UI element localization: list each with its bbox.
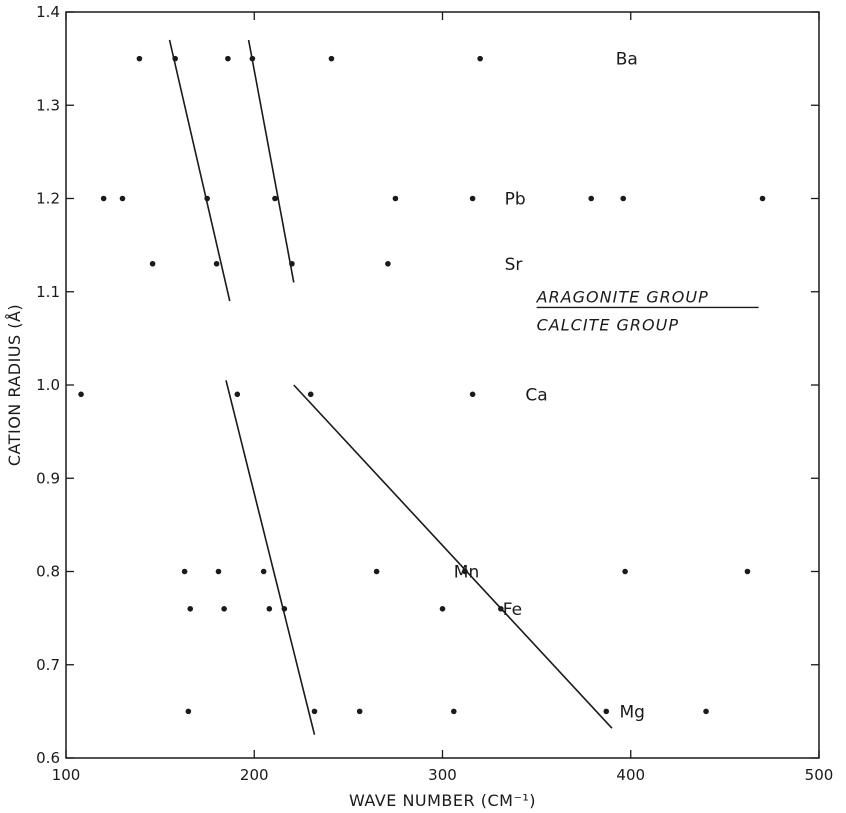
plot-frame xyxy=(65,11,820,759)
data-point-fe xyxy=(266,606,273,612)
trend-line xyxy=(168,39,231,302)
cation-label-fe: Fe xyxy=(503,600,522,620)
y-tick-label: 0.7 xyxy=(36,656,60,674)
data-point-sr xyxy=(149,260,156,267)
x-tick-label: 500 xyxy=(805,766,834,784)
aragonite-group-label: ARAGONITE GROUP xyxy=(536,287,709,306)
data-point-sr xyxy=(289,260,295,267)
data-point-mn xyxy=(462,568,468,575)
data-point-pb xyxy=(469,195,476,202)
data-point-ba xyxy=(136,55,143,62)
data-point-ba xyxy=(225,55,231,62)
data-point-mn xyxy=(744,568,751,575)
data-point-ca xyxy=(307,391,314,398)
x-tick-label: 300 xyxy=(428,766,457,784)
data-point-mg xyxy=(603,708,610,715)
data-point-mn xyxy=(373,568,380,575)
data-point-mn xyxy=(622,568,628,575)
data-point-mn xyxy=(215,568,222,575)
trend-line xyxy=(293,384,613,729)
data-point-ca xyxy=(234,391,241,398)
trend-line xyxy=(247,39,295,283)
data-point-ba xyxy=(249,55,256,62)
data-point-ca xyxy=(78,391,84,398)
data-point-sr xyxy=(213,260,220,267)
cation-label-mn: Mn xyxy=(454,563,479,583)
data-point-mg xyxy=(185,708,192,715)
data-point-mn xyxy=(260,568,267,575)
data-point-pb xyxy=(392,195,399,202)
data-point-pb xyxy=(100,195,107,202)
data-point-fe xyxy=(281,606,288,612)
cation-label-mg: Mg xyxy=(619,702,644,722)
y-tick-label: 0.6 xyxy=(36,749,60,767)
data-point-fe xyxy=(498,606,504,612)
cation-label-sr: Sr xyxy=(505,255,523,275)
data-point-pb xyxy=(588,195,595,202)
data-point-mg xyxy=(703,708,709,715)
x-tick-label: 100 xyxy=(52,766,81,784)
data-point-ba xyxy=(172,55,178,62)
data-point-pb xyxy=(620,195,627,202)
calcite-group-label: CALCITE GROUP xyxy=(537,315,679,334)
data-point-fe xyxy=(187,606,194,612)
data-point-mg xyxy=(311,708,318,715)
trend-line xyxy=(225,380,316,735)
data-point-pb xyxy=(119,195,126,202)
data-point-mn xyxy=(181,568,188,575)
cation-label-ca: Ca xyxy=(525,385,547,405)
cation-label-ba: Ba xyxy=(616,50,638,70)
y-tick-label: 1.0 xyxy=(36,376,60,394)
y-tick-label: 1.1 xyxy=(36,283,60,301)
data-point-mg xyxy=(450,708,457,715)
y-tick-label: 1.4 xyxy=(36,3,60,21)
x-axis-label: WAVE NUMBER (CM⁻¹) xyxy=(349,791,536,810)
data-point-ca xyxy=(469,391,476,398)
data-point-fe xyxy=(439,606,446,612)
cation-label-pb: Pb xyxy=(505,190,526,210)
y-tick-label: 0.9 xyxy=(36,469,60,487)
x-tick-label: 200 xyxy=(240,766,269,784)
data-point-sr xyxy=(385,260,391,267)
y-tick-label: 0.8 xyxy=(36,563,60,581)
data-point-pb xyxy=(759,195,766,202)
data-point-pb xyxy=(272,195,278,202)
data-point-mg xyxy=(356,708,363,715)
x-tick-label: 400 xyxy=(616,766,645,784)
data-point-fe xyxy=(221,606,227,612)
data-point-pb xyxy=(204,195,210,202)
y-tick-label: 1.3 xyxy=(36,96,60,114)
y-axis-label: CATION RADIUS (Å) xyxy=(5,304,24,466)
data-point-ba xyxy=(328,55,335,62)
data-point-ba xyxy=(477,55,483,62)
y-tick-label: 1.2 xyxy=(36,190,60,208)
